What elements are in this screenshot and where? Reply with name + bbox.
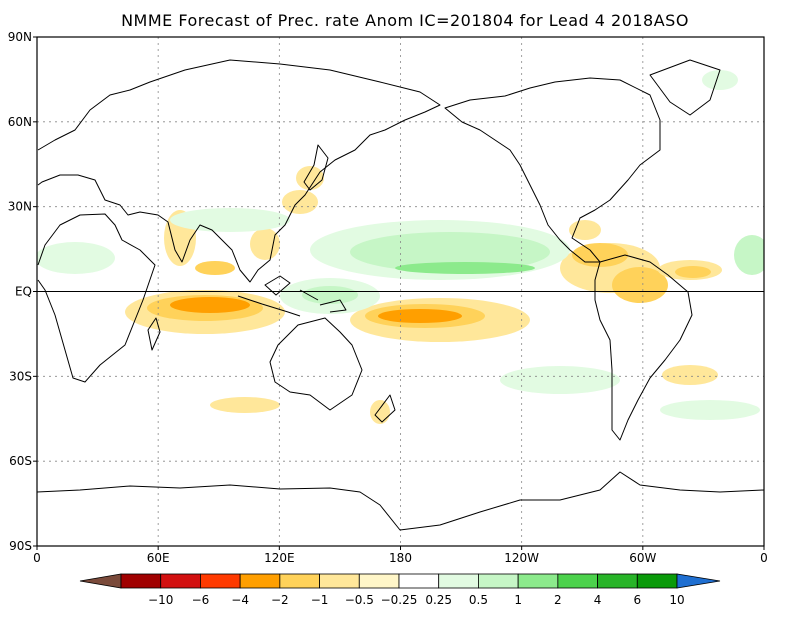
colorbar-cell [597, 573, 638, 589]
anomaly-patch [250, 228, 280, 260]
colorbar-cell [239, 573, 281, 589]
anomaly-shading [37, 70, 764, 424]
lat-tick-label: 60N [8, 115, 32, 129]
coastline-madagascar [147, 317, 161, 351]
anomaly-patch [612, 267, 668, 303]
anomaly-patch [734, 235, 764, 275]
colorbar-label: 4 [594, 593, 602, 607]
coastline-new-zealand [374, 394, 396, 423]
colorbar-label: −2 [271, 593, 289, 607]
anomaly-patch [210, 397, 280, 413]
coastline-antarctica [37, 471, 764, 531]
colorbar-label: −4 [231, 593, 249, 607]
anomaly-patch [302, 286, 358, 304]
coastline-australia [269, 317, 363, 411]
anomaly-patch [702, 70, 738, 90]
colorbar-cell [200, 573, 241, 589]
colorbar-label: 10 [669, 593, 684, 607]
lon-tick-label: 60W [629, 551, 656, 565]
anomaly-patch [195, 261, 235, 275]
coastline-south-america [594, 254, 693, 441]
colorbar: −10 −6 −4 −2 −1 −0.5 −0.25 0.25 0.5 1 2 4 6 10 [79, 573, 721, 607]
lon-tick-label: 180 [389, 551, 412, 565]
anomaly-patch [662, 365, 718, 385]
lon-tick-label: 0 [33, 551, 41, 565]
coastline-eurasia [37, 59, 441, 283]
lat-tick-label: 90N [8, 30, 32, 44]
lon-tick-label: 120E [264, 551, 295, 565]
colorbar-cell [438, 573, 479, 589]
colorbar-label: −1 [311, 593, 329, 607]
colorbar-cell [319, 573, 360, 589]
colorbar-low-end [79, 573, 122, 589]
colorbar-cell [279, 573, 320, 589]
colorbar-label: −0.25 [381, 593, 418, 607]
anomaly-patch [675, 266, 711, 278]
anomaly-patch [170, 208, 290, 232]
colorbar-cell [478, 573, 519, 589]
anomaly-patch [572, 243, 628, 267]
colorbar-high-end [676, 573, 721, 589]
coastline-africa [37, 213, 156, 383]
anomaly-patch [395, 262, 535, 274]
anomaly-patch [350, 232, 550, 272]
colorbar-label: 0.25 [425, 593, 452, 607]
colorbar-cell [398, 573, 440, 589]
anomaly-patch [170, 297, 250, 313]
colorbar-cell [557, 573, 598, 589]
latitude-axis: 90N 60N 30N EQ 30S 60S 90S [8, 30, 37, 553]
anomaly-patch [296, 166, 324, 190]
coastline-indonesia [237, 275, 347, 317]
lat-tick-label: 60S [9, 454, 32, 468]
colorbar-label: 2 [554, 593, 562, 607]
coastlines [37, 59, 764, 531]
lat-tick-label: 90S [9, 539, 32, 553]
chart-title: NMME Forecast of Prec. rate Anom IC=2018… [121, 11, 689, 30]
anomaly-patch [282, 190, 318, 214]
lat-tick-label: 30N [8, 200, 32, 214]
colorbar-label: −10 [148, 593, 173, 607]
colorbar-label: −0.5 [345, 593, 374, 607]
longitude-axis: 0 60E 120E 180 120W 60W 0 [33, 546, 768, 565]
lat-tick-label: EQ [15, 285, 32, 299]
colorbar-cell [636, 573, 678, 589]
anomaly-patch [370, 400, 390, 424]
colorbar-cell [517, 573, 559, 589]
coastline-japan [303, 144, 329, 191]
colorbar-cell [120, 573, 162, 589]
coastline-north-america [444, 77, 661, 263]
lon-tick-label: 0 [760, 551, 768, 565]
colorbar-cell [160, 573, 201, 589]
lon-tick-label: 120W [504, 551, 539, 565]
anomaly-patch [569, 220, 601, 240]
coastline-greenland [649, 59, 721, 116]
colorbar-cell [358, 573, 400, 589]
lat-tick-label: 30S [9, 369, 32, 383]
colorbar-label: 6 [633, 593, 641, 607]
anomaly-patch [37, 242, 115, 274]
anomaly-patch [660, 400, 760, 420]
anomaly-patch [500, 366, 620, 394]
lon-tick-label: 60E [147, 551, 170, 565]
anomaly-patch [378, 309, 462, 323]
colorbar-label: 0.5 [469, 593, 488, 607]
colorbar-label: 1 [514, 593, 522, 607]
colorbar-label: −6 [192, 593, 210, 607]
